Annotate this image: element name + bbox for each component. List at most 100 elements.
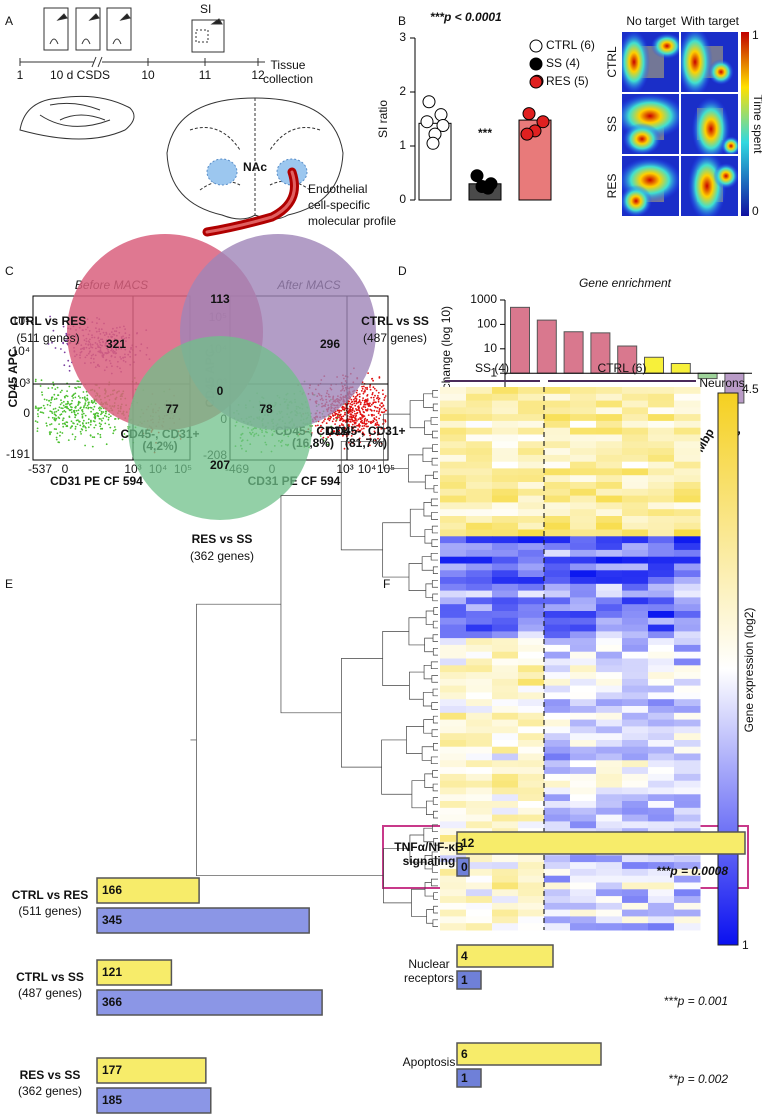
dendrogram-branch xyxy=(424,474,434,490)
event-dot xyxy=(373,387,376,390)
heatmap-cell xyxy=(492,516,519,524)
colorbar-tick: 4.5 xyxy=(742,382,759,396)
heatmap-cell xyxy=(544,794,571,802)
heatmap-cell xyxy=(681,156,738,216)
heatmap-cell xyxy=(518,516,545,524)
event-dot xyxy=(321,421,324,424)
si-zone xyxy=(195,29,209,43)
heatmap-cell xyxy=(466,454,493,463)
heatmap-cell xyxy=(518,624,545,632)
heatmap-cell xyxy=(440,740,467,748)
event-dot xyxy=(336,416,339,418)
heatmap-cell xyxy=(440,719,467,727)
event-dot xyxy=(343,408,346,411)
event-dot xyxy=(108,413,110,416)
event-dot xyxy=(125,435,128,437)
gate-label: CD45-, CD31+ xyxy=(326,424,405,438)
event-dot xyxy=(362,427,365,430)
event-dot xyxy=(71,433,74,436)
heatmap-cell xyxy=(648,393,675,402)
heatmap-cell xyxy=(570,577,597,585)
event-dot xyxy=(82,391,85,393)
heatmap-cell xyxy=(466,427,493,435)
event-dot xyxy=(40,379,43,382)
event-dot xyxy=(51,416,54,419)
event-dot xyxy=(97,415,100,418)
heatmap-cell xyxy=(570,644,597,653)
heatmap-cell xyxy=(622,577,649,585)
event-dot xyxy=(65,425,68,428)
heatmap-cell xyxy=(622,549,649,558)
event-dot xyxy=(53,411,56,413)
heatmap-cell xyxy=(492,787,519,795)
event-dot xyxy=(339,414,341,417)
heatmap-cell xyxy=(492,889,519,897)
event-dot xyxy=(375,416,378,418)
heatmap-cell xyxy=(544,529,571,537)
y-tick-label: 10⁵ xyxy=(12,314,30,328)
dendrogram-branch xyxy=(424,773,434,788)
heatmap-cell xyxy=(596,923,623,931)
event-dot xyxy=(337,413,340,416)
heatmap-cell xyxy=(596,454,623,463)
heatmap-cell xyxy=(440,427,467,435)
heatmap-cell xyxy=(622,617,649,626)
event-dot xyxy=(54,347,57,349)
heatmap-cell xyxy=(648,509,675,517)
event-dot xyxy=(363,415,366,417)
heatmap-cell xyxy=(518,733,545,741)
dendrogram-branch xyxy=(424,637,434,653)
p-value: ***p = 0.0008 xyxy=(656,864,728,878)
heatmap-cell xyxy=(466,862,493,870)
heatmap-cell xyxy=(492,780,519,788)
timeline-ticks xyxy=(19,58,259,66)
heatmap-cell xyxy=(492,454,519,463)
heatmap-cell xyxy=(596,393,623,402)
heatmap-cell xyxy=(596,468,623,476)
heatmap-cell xyxy=(492,658,519,666)
profile-label: Endothelial xyxy=(308,182,367,196)
event-dot xyxy=(75,405,77,408)
heatmap-cell xyxy=(518,889,545,897)
heatmap-cell xyxy=(674,719,701,727)
heatmap-cell xyxy=(544,760,571,768)
event-dot xyxy=(92,413,95,415)
event-dot xyxy=(369,437,372,440)
event-dot xyxy=(356,420,358,422)
event-dot xyxy=(343,430,345,433)
event-dot xyxy=(361,414,364,416)
event-dot xyxy=(329,434,331,437)
event-dot xyxy=(340,409,343,412)
heatmap-cell xyxy=(544,740,571,748)
heatmap-cell xyxy=(674,794,701,802)
heatmap-cell xyxy=(596,644,623,653)
event-dot xyxy=(36,427,39,430)
heatmap-cell xyxy=(674,801,701,809)
event-dot xyxy=(324,418,326,421)
heatmap-cell xyxy=(674,665,701,673)
event-dot xyxy=(366,403,369,406)
heatmap-cell xyxy=(674,488,701,497)
heatmap-cell xyxy=(466,638,493,646)
heatmap-cell xyxy=(440,923,467,931)
event-dot xyxy=(47,416,50,419)
heatmap-cell xyxy=(674,482,701,490)
event-dot xyxy=(362,392,365,395)
heatmap-cell xyxy=(492,740,519,748)
event-dot xyxy=(49,423,51,426)
dendrogram-branch xyxy=(408,563,426,591)
event-dot xyxy=(66,390,68,392)
event-dot xyxy=(49,433,51,436)
event-dot xyxy=(46,424,48,427)
event-dot xyxy=(61,419,64,422)
event-dot xyxy=(331,420,334,423)
event-dot xyxy=(354,425,356,428)
heatmap-cell xyxy=(466,685,493,693)
venn-count: 77 xyxy=(165,402,179,416)
heatmap-cell xyxy=(648,889,675,897)
event-dot xyxy=(92,408,95,411)
heatmap-cell xyxy=(466,522,493,531)
event-dot xyxy=(81,410,84,413)
heatmap-cell xyxy=(570,889,597,897)
event-dot xyxy=(70,402,73,405)
